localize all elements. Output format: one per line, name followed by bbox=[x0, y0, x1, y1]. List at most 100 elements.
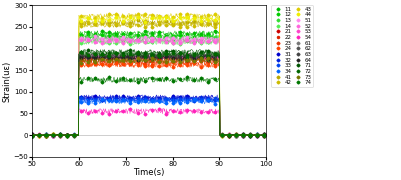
43 bbox=[114, 13, 119, 15]
43 bbox=[30, 134, 34, 136]
53 bbox=[58, 135, 63, 137]
11 bbox=[261, 133, 266, 136]
44 bbox=[219, 134, 224, 136]
32 bbox=[44, 133, 49, 136]
72 bbox=[198, 55, 203, 58]
61 bbox=[121, 57, 126, 59]
53 bbox=[205, 53, 210, 55]
11 bbox=[156, 31, 161, 33]
63 bbox=[156, 53, 161, 55]
24 bbox=[30, 134, 34, 136]
63 bbox=[93, 57, 98, 60]
73 bbox=[79, 62, 84, 64]
42 bbox=[65, 134, 70, 136]
32 bbox=[79, 96, 84, 98]
22 bbox=[44, 134, 49, 136]
23 bbox=[37, 134, 42, 136]
Line: 72: 72 bbox=[31, 51, 265, 137]
41 bbox=[163, 20, 168, 22]
44 bbox=[142, 21, 147, 23]
71 bbox=[93, 53, 98, 55]
63 bbox=[58, 133, 63, 136]
13 bbox=[213, 36, 217, 38]
41 bbox=[121, 22, 126, 24]
12 bbox=[255, 134, 259, 136]
62 bbox=[219, 134, 224, 136]
64 bbox=[184, 59, 189, 61]
51 bbox=[72, 133, 77, 136]
32 bbox=[107, 97, 112, 99]
63 bbox=[30, 133, 34, 136]
63 bbox=[65, 134, 70, 136]
34 bbox=[261, 134, 266, 137]
14 bbox=[255, 134, 259, 136]
24 bbox=[107, 64, 112, 66]
71 bbox=[261, 134, 266, 137]
51 bbox=[247, 134, 252, 136]
12 bbox=[72, 134, 77, 137]
32 bbox=[93, 98, 98, 100]
11 bbox=[170, 35, 175, 37]
41 bbox=[128, 22, 133, 24]
54 bbox=[184, 109, 189, 111]
24 bbox=[86, 64, 91, 66]
72 bbox=[44, 134, 49, 136]
22 bbox=[177, 59, 182, 61]
13 bbox=[58, 134, 63, 136]
43 bbox=[65, 134, 70, 136]
34 bbox=[255, 134, 259, 136]
63 bbox=[184, 54, 189, 56]
41 bbox=[114, 24, 119, 26]
61 bbox=[65, 134, 70, 136]
22 bbox=[37, 134, 42, 136]
12 bbox=[227, 134, 231, 136]
41 bbox=[213, 23, 217, 26]
72 bbox=[100, 53, 105, 55]
33 bbox=[30, 134, 34, 136]
63 bbox=[142, 54, 147, 56]
62 bbox=[156, 52, 161, 54]
31 bbox=[128, 97, 133, 99]
33 bbox=[114, 99, 119, 101]
34 bbox=[86, 102, 91, 104]
52 bbox=[247, 134, 252, 136]
23 bbox=[142, 63, 147, 65]
Line: 74: 74 bbox=[31, 76, 265, 137]
21 bbox=[149, 58, 154, 60]
62 bbox=[72, 134, 77, 137]
64 bbox=[30, 133, 34, 136]
12 bbox=[58, 134, 63, 136]
32 bbox=[205, 96, 210, 99]
21 bbox=[37, 134, 42, 136]
33 bbox=[65, 134, 70, 136]
33 bbox=[107, 99, 112, 101]
32 bbox=[100, 99, 105, 101]
52 bbox=[72, 134, 77, 136]
23 bbox=[156, 60, 161, 62]
71 bbox=[191, 53, 196, 55]
64 bbox=[93, 57, 98, 59]
62 bbox=[198, 57, 203, 59]
42 bbox=[261, 134, 266, 136]
33 bbox=[121, 97, 126, 100]
54 bbox=[198, 111, 203, 113]
52 bbox=[100, 42, 105, 44]
32 bbox=[198, 96, 203, 98]
22 bbox=[198, 60, 203, 62]
54 bbox=[30, 134, 34, 136]
43 bbox=[72, 134, 77, 136]
73 bbox=[261, 134, 266, 136]
53 bbox=[198, 56, 203, 58]
33 bbox=[79, 97, 84, 99]
12 bbox=[163, 36, 168, 38]
54 bbox=[156, 108, 161, 110]
42 bbox=[128, 25, 133, 27]
53 bbox=[79, 56, 84, 58]
72 bbox=[30, 134, 34, 137]
73 bbox=[37, 134, 42, 136]
72 bbox=[121, 54, 126, 57]
24 bbox=[128, 62, 133, 64]
63 bbox=[261, 133, 266, 136]
31 bbox=[44, 134, 49, 136]
71 bbox=[241, 133, 245, 136]
